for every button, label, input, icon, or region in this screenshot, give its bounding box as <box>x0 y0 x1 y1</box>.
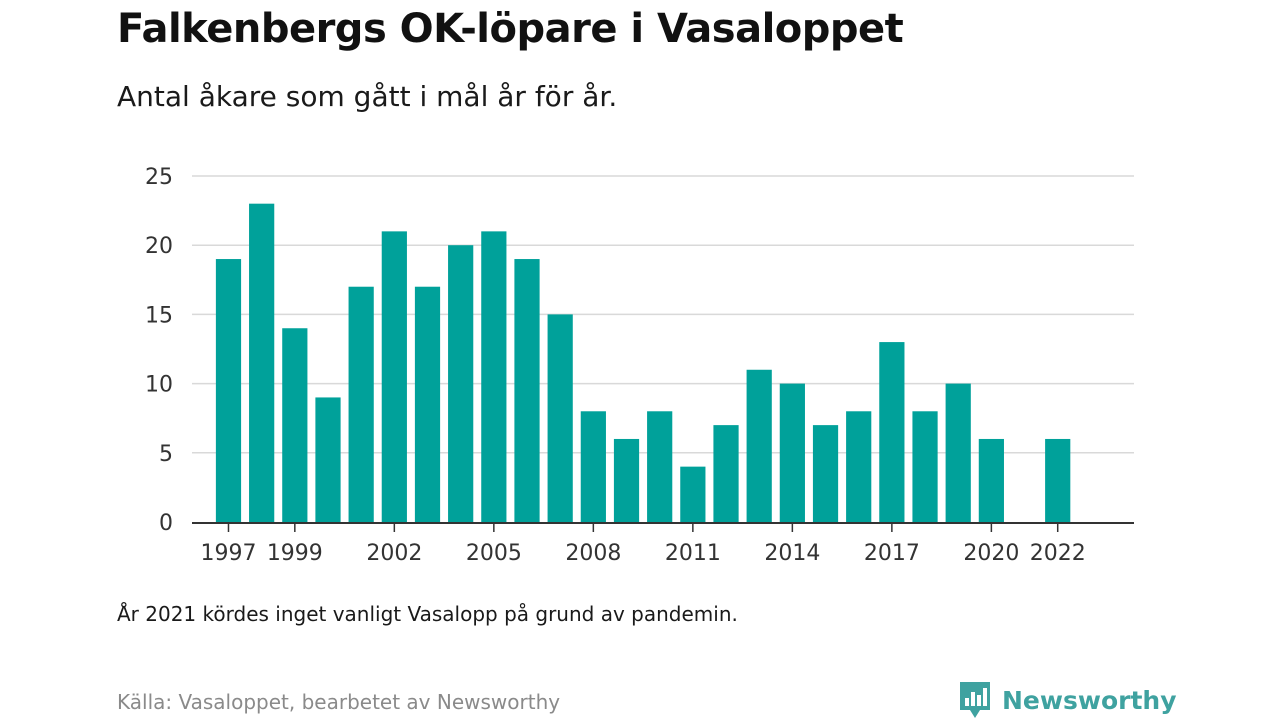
y-tick-label: 0 <box>159 511 173 536</box>
bar-2010 <box>647 411 673 522</box>
bar-2005 <box>481 231 507 523</box>
bar-2011 <box>680 466 706 522</box>
bar-2000 <box>315 397 341 522</box>
y-tick-label: 10 <box>145 373 173 398</box>
bar-chart: 0 5 10 15 20 25 1997 1999 2002 2005 2008 2011 2014 2… <box>145 165 1134 566</box>
chart-note: År 2021 kördes inget vanligt Vasalopp på… <box>117 602 738 626</box>
bar-1999 <box>282 328 308 522</box>
x-tick-label: 1999 <box>267 541 323 566</box>
x-tick-label: 2014 <box>764 541 820 566</box>
source-credit: Källa: Vasaloppet, bearbetet av Newswort… <box>117 690 561 714</box>
bar-2009 <box>613 438 640 522</box>
bar-2014 <box>779 383 805 522</box>
y-tick-label: 20 <box>145 234 173 259</box>
newsworthy-logo-icon <box>960 682 990 718</box>
bar-2016 <box>846 411 872 522</box>
brand-logo: Newsworthy <box>958 680 1177 720</box>
x-tick-label: 2020 <box>963 541 1019 566</box>
bar-2008 <box>580 411 606 522</box>
x-tick-label: 2008 <box>565 541 621 566</box>
bar-2001 <box>348 286 374 522</box>
bar-2013 <box>746 369 772 522</box>
bar-2003 <box>414 286 441 522</box>
bar-1998 <box>249 203 275 522</box>
y-tick-label: 15 <box>145 303 173 328</box>
x-axis-tick-labels: 1997 1999 2002 2005 2008 2011 2014 2017 2020 2022 <box>200 541 1085 566</box>
x-tick-label: 1997 <box>200 541 256 566</box>
chart-subtitle: Antal åkare som gått i mål år för år. <box>117 80 618 113</box>
chart-title: Falkenbergs OK-löpare i Vasaloppet <box>117 6 904 52</box>
x-tick-label: 2017 <box>864 541 920 566</box>
bar-2018 <box>912 411 938 522</box>
x-tick-label: 2002 <box>366 541 422 566</box>
x-tick-label: 2011 <box>665 541 721 566</box>
x-tick-label: 2022 <box>1030 541 1086 566</box>
bar-1997 <box>215 259 242 522</box>
bar-2015 <box>812 425 839 522</box>
bar-2007 <box>547 314 573 522</box>
bar-2019 <box>945 383 971 522</box>
y-tick-label: 5 <box>159 442 173 467</box>
y-axis-tick-labels: 0 5 10 15 20 25 <box>145 165 173 536</box>
bar-2017 <box>879 342 905 522</box>
x-tick-label: 2005 <box>466 541 522 566</box>
bars <box>215 203 1071 523</box>
bar-2006 <box>514 259 540 522</box>
bar-2020 <box>978 438 1004 522</box>
bar-2022 <box>1045 438 1071 522</box>
bar-2002 <box>381 231 407 523</box>
bar-2004 <box>448 245 474 522</box>
brand-name: Newsworthy <box>1002 685 1177 715</box>
x-axis <box>192 522 1134 532</box>
bar-2012 <box>713 425 739 522</box>
y-tick-label: 25 <box>145 165 173 190</box>
